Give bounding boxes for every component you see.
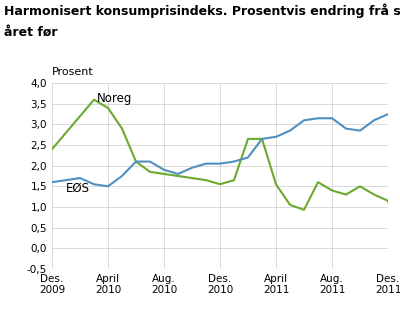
Text: EØS: EØS — [66, 181, 90, 194]
Text: Prosent: Prosent — [52, 67, 94, 77]
Text: Noreg: Noreg — [97, 92, 132, 105]
Text: året før: året før — [4, 26, 58, 39]
Text: Harmonisert konsumprisindeks. Prosentvis endring frå same månad: Harmonisert konsumprisindeks. Prosentvis… — [4, 3, 400, 18]
